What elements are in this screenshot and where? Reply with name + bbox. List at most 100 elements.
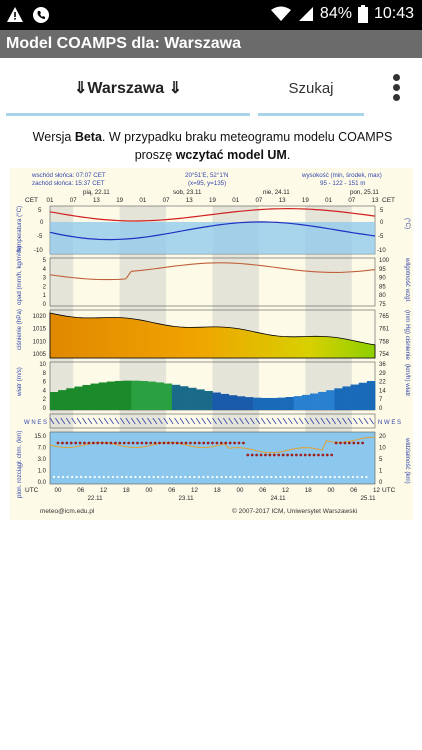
cloud-dot — [250, 453, 254, 457]
cloud-dot — [100, 441, 104, 445]
footer-email[interactable]: meteo@icm.edu.pl — [40, 508, 95, 515]
cloud-dot — [87, 441, 91, 445]
wind-bar — [171, 384, 181, 410]
wind-arrow — [217, 417, 223, 425]
cloud-panel — [49, 431, 376, 485]
axis-tick: 4 — [43, 267, 47, 273]
temp-tick: -10 — [377, 248, 386, 254]
wind-arrow — [168, 417, 174, 425]
wind-arrow — [179, 417, 185, 425]
cloud-dot — [143, 475, 146, 479]
cloud-dot — [255, 453, 259, 457]
cloud-dot — [84, 475, 87, 479]
wind-arrow — [325, 417, 331, 425]
day-label: sob, 23.11 — [173, 189, 202, 196]
wind-arrow — [125, 417, 131, 425]
sunrise-text: wschód słońca: 07:07 CET — [31, 172, 106, 179]
wind-arrow — [250, 417, 255, 425]
wind-bar — [350, 384, 360, 410]
wind-arrow — [158, 417, 163, 425]
compass-right: N W E S — [378, 420, 401, 426]
wind-arrow — [55, 417, 60, 425]
cloud-dot — [78, 441, 82, 445]
cloud-dot — [113, 441, 117, 445]
notice-prefix: Wersja — [32, 130, 75, 144]
cloud-dot — [116, 475, 119, 479]
hour-label: 01 — [325, 197, 332, 204]
wind-arrow — [93, 417, 98, 425]
cloud-dot — [265, 475, 268, 479]
hour-label: 00 — [328, 487, 335, 494]
wind-bar — [188, 387, 197, 410]
wind-arrow — [255, 417, 261, 425]
overflow-menu-icon[interactable] — [386, 74, 406, 106]
hour-label: 06 — [259, 487, 266, 494]
cloud-dot — [211, 475, 214, 479]
cloud-dot — [215, 441, 219, 445]
app-bar: Model COAMPS dla: Warszawa — [0, 30, 422, 58]
wind-arrow — [163, 417, 169, 425]
axis-tick: 0 — [379, 406, 383, 412]
wind-arrow — [141, 417, 147, 425]
temperature-axis-label: temperatura (°C) — [16, 206, 23, 252]
axis-tick: 754 — [379, 352, 390, 358]
cloud-dot — [197, 441, 201, 445]
cloud-dot — [118, 441, 122, 445]
axis-tick: 15.0 — [34, 434, 46, 440]
wind-arrow — [266, 417, 271, 425]
wind-bar — [358, 382, 368, 410]
cloud-dot — [352, 441, 356, 445]
wind-bar — [269, 397, 278, 410]
tab-search[interactable]: Szukaj — [258, 70, 364, 116]
cloud-dot — [111, 475, 114, 479]
cloud-dot — [179, 475, 182, 479]
cloud-dot — [161, 475, 164, 479]
wind-bar — [366, 380, 376, 410]
cloud-dot — [175, 475, 178, 479]
hour-label: 19 — [302, 197, 309, 204]
wind-arrow — [260, 417, 266, 425]
pressure-axis-label-right: (mm Hg) ciśnienie — [404, 310, 411, 360]
cloud-dot — [281, 453, 285, 457]
wind-arrow — [358, 417, 364, 425]
wind-bar — [204, 390, 213, 410]
axis-tick: 0.0 — [38, 480, 47, 486]
axis-tick: 3 — [43, 276, 47, 282]
cloud-dot — [211, 441, 214, 445]
wind-bar — [228, 395, 238, 410]
axis-tick: 1.0 — [38, 469, 47, 475]
wind-bar — [334, 388, 343, 410]
axis-tick: 765 — [379, 314, 390, 320]
axis-tick: 20 — [379, 434, 386, 440]
beta-notice: Wersja Beta. W przypadku braku meteogram… — [20, 128, 405, 164]
tab-city[interactable]: ⇓Warszawa ⇓ — [6, 70, 250, 116]
wind-arrow — [114, 417, 120, 425]
utc-left: UTC — [25, 487, 39, 494]
wind-arrow — [206, 417, 212, 425]
wind-arrow — [342, 417, 347, 425]
cloud-dot — [294, 453, 298, 457]
notice-middle: . W przypadku braku meteogramu modelu CO… — [101, 130, 393, 162]
wind-bar — [123, 380, 132, 410]
cloud-dot — [109, 441, 113, 445]
cloud-dot — [152, 475, 155, 479]
cloud-dot — [290, 453, 294, 457]
load-um-link[interactable]: wczytać model UM — [175, 148, 287, 162]
wind-bar — [310, 393, 319, 410]
wind-arrow — [304, 417, 309, 425]
wind-bar — [277, 397, 286, 410]
pressure-panel — [49, 309, 376, 359]
cloud-dot — [347, 475, 350, 479]
cloud-dot — [360, 475, 364, 479]
cloud-dot — [361, 441, 364, 445]
hour-label: 18 — [214, 487, 221, 494]
axis-tick: 14 — [379, 388, 386, 394]
wind-arrow — [277, 417, 282, 425]
hour-label: 13 — [93, 197, 100, 204]
wind-bar — [155, 382, 165, 410]
cloud-dot — [356, 475, 359, 479]
axis-tick: 761 — [379, 327, 390, 333]
hour-label: 12 — [191, 487, 198, 494]
temp-tick: 0 — [380, 220, 384, 226]
wifi-icon — [270, 6, 291, 21]
